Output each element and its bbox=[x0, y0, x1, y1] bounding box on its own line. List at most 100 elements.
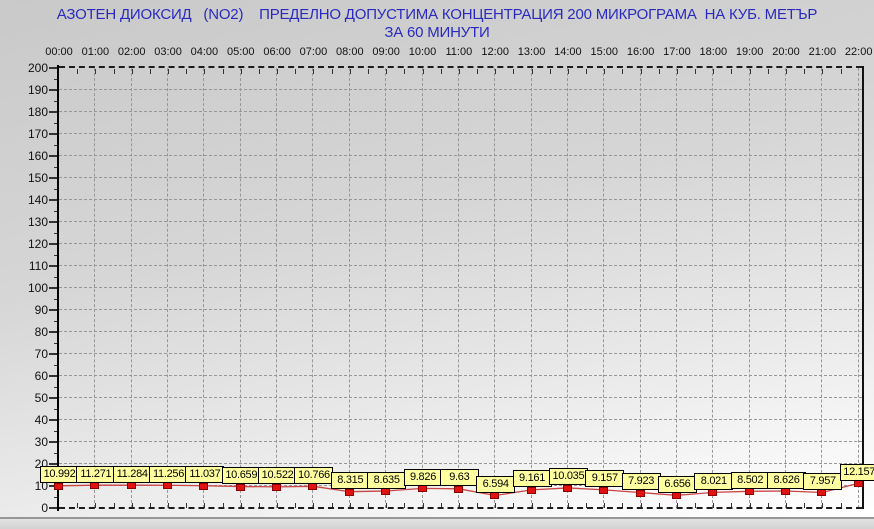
bottom-divider bbox=[0, 517, 874, 519]
x-minor-tick-bottom bbox=[822, 503, 824, 508]
x-minor-tick-top bbox=[695, 69, 697, 74]
x-minor-tick-bottom bbox=[258, 503, 260, 508]
y-tick-label: 120 bbox=[27, 237, 48, 251]
data-point-label: 10.992 bbox=[40, 466, 79, 484]
x-minor-tick-bottom bbox=[749, 503, 751, 508]
x-minor-tick-top bbox=[749, 69, 751, 74]
y-tick-label: 60 bbox=[34, 369, 48, 383]
gridline-vertical bbox=[785, 68, 786, 508]
gridline-vertical bbox=[167, 68, 169, 508]
x-minor-tick-bottom bbox=[586, 503, 588, 508]
y-minor-tick bbox=[54, 452, 59, 454]
x-minor-tick-top bbox=[804, 69, 806, 74]
y-tick-label: 0 bbox=[41, 501, 48, 515]
gridline-horizontal bbox=[59, 243, 862, 244]
x-minor-tick-bottom bbox=[186, 503, 188, 508]
data-point-marker bbox=[781, 488, 790, 496]
data-point-marker bbox=[453, 485, 463, 493]
gridline-vertical bbox=[530, 68, 532, 508]
data-point-marker bbox=[308, 483, 318, 491]
y-minor-tick bbox=[54, 430, 59, 432]
y-major-tick bbox=[49, 375, 59, 377]
x-minor-tick-bottom bbox=[658, 503, 660, 508]
gridline-vertical bbox=[239, 68, 241, 508]
chart-title-line-1: АЗОТЕН ДИОКСИД (NO2) ПРЕДЕЛНО ДОПУСТИМА … bbox=[56, 6, 818, 23]
x-minor-tick-bottom bbox=[113, 503, 115, 508]
x-minor-tick-top bbox=[477, 69, 479, 74]
x-minor-tick-bottom bbox=[731, 503, 733, 508]
y-major-tick bbox=[49, 199, 59, 201]
x-minor-tick-bottom bbox=[786, 503, 787, 508]
y-tick-label: 90 bbox=[34, 303, 48, 317]
y-tick-label: 160 bbox=[27, 149, 48, 163]
gridline-horizontal bbox=[59, 463, 862, 464]
x-minor-tick-top bbox=[349, 69, 351, 74]
data-point-marker bbox=[744, 488, 754, 496]
y-minor-tick bbox=[54, 100, 59, 102]
x-minor-tick-bottom bbox=[168, 503, 170, 508]
y-tick-label: 180 bbox=[27, 105, 48, 119]
x-minor-tick-bottom bbox=[567, 503, 569, 508]
x-minor-tick-top bbox=[422, 69, 424, 74]
y-tick-label: 170 bbox=[27, 127, 48, 141]
x-tick-label: 04:00 bbox=[190, 46, 219, 58]
x-minor-tick-top bbox=[240, 69, 242, 74]
gridline-horizontal bbox=[59, 199, 862, 200]
x-minor-tick-top bbox=[204, 69, 206, 74]
data-point-label: 12.157 bbox=[839, 463, 874, 481]
x-minor-tick-bottom bbox=[95, 503, 97, 508]
gridline-vertical bbox=[639, 68, 641, 508]
gridline-horizontal bbox=[59, 309, 862, 310]
x-tick-label: 20:00 bbox=[772, 46, 800, 58]
x-minor-tick-top bbox=[567, 69, 569, 74]
data-point-label: 6.656 bbox=[657, 475, 697, 493]
data-point-marker bbox=[708, 489, 718, 497]
x-tick-label: 17:00 bbox=[663, 46, 691, 58]
x-minor-tick-bottom bbox=[676, 503, 678, 508]
data-point-label: 8.635 bbox=[367, 471, 407, 489]
y-minor-tick bbox=[54, 122, 59, 124]
x-minor-tick-top bbox=[513, 69, 515, 74]
y-minor-tick bbox=[54, 320, 59, 322]
x-minor-tick-top bbox=[386, 69, 388, 74]
x-minor-tick-bottom bbox=[313, 503, 315, 508]
y-major-tick bbox=[49, 507, 59, 509]
x-tick-label: 13:00 bbox=[517, 46, 546, 58]
gridline-horizontal bbox=[59, 89, 862, 90]
x-minor-tick-bottom bbox=[204, 503, 206, 508]
x-minor-tick-top bbox=[622, 69, 624, 74]
x-tick-label: 21:00 bbox=[808, 46, 837, 58]
data-point-marker bbox=[199, 482, 209, 490]
y-minor-tick bbox=[54, 78, 59, 80]
y-minor-tick bbox=[54, 342, 59, 344]
data-point-marker bbox=[54, 482, 63, 490]
data-point-marker bbox=[599, 486, 609, 494]
y-tick-label: 80 bbox=[34, 325, 48, 339]
data-point-label: 7.923 bbox=[621, 473, 661, 491]
x-minor-tick-top bbox=[676, 69, 678, 74]
y-major-tick bbox=[49, 309, 59, 311]
x-minor-tick-top bbox=[331, 69, 333, 74]
x-tick-label: 02:00 bbox=[117, 46, 146, 58]
y-minor-tick bbox=[54, 210, 59, 212]
x-minor-tick-top bbox=[113, 69, 115, 74]
y-major-tick bbox=[49, 243, 59, 245]
x-minor-tick-bottom bbox=[404, 503, 406, 508]
x-minor-tick-bottom bbox=[149, 503, 151, 508]
gridline-vertical bbox=[130, 68, 132, 508]
x-minor-tick-bottom bbox=[367, 503, 369, 508]
x-minor-tick-top bbox=[295, 69, 297, 74]
data-point-label: 8.315 bbox=[330, 472, 370, 490]
gridline-horizontal bbox=[59, 177, 862, 178]
x-minor-tick-top bbox=[458, 69, 460, 74]
y-minor-tick bbox=[54, 386, 59, 388]
data-point-marker bbox=[526, 486, 536, 494]
x-minor-tick-bottom bbox=[477, 503, 479, 508]
x-minor-tick-bottom bbox=[277, 503, 279, 508]
data-point-label: 8.626 bbox=[767, 471, 806, 489]
y-minor-tick bbox=[54, 254, 59, 256]
y-major-tick bbox=[49, 155, 59, 157]
gridline-horizontal bbox=[59, 265, 862, 266]
